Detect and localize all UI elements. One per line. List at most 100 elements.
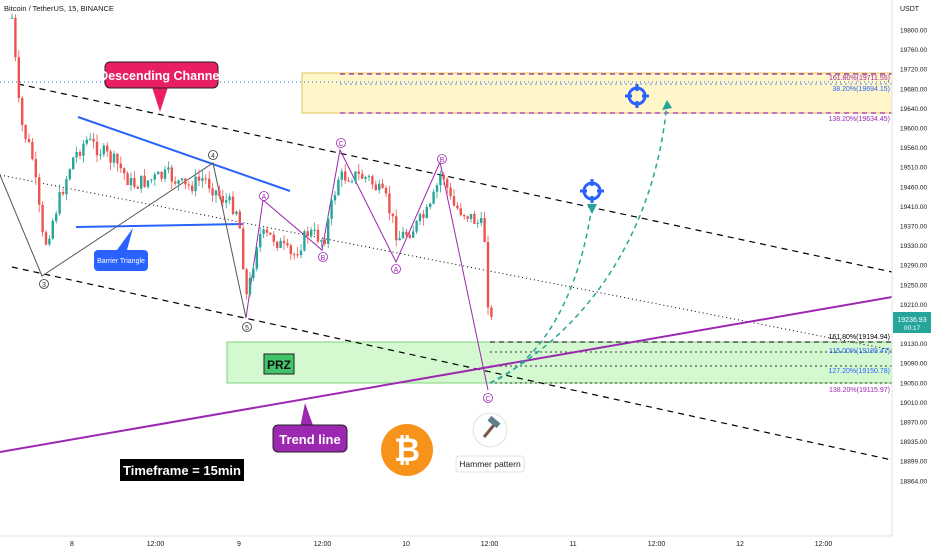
candle [177, 179, 180, 191]
price-tick-label: 19010.00 [900, 400, 927, 407]
candle [279, 237, 282, 249]
prz-zone [226, 341, 893, 384]
price-tick-label: 19250.00 [900, 282, 927, 289]
price-axis-ticks: 19800.00 19760.00 19720.00 19680.00 19640.00… [900, 28, 927, 486]
candle [354, 171, 357, 185]
candle [469, 213, 473, 223]
descending-channel-callout: Descending Channel [99, 61, 223, 112]
candle [146, 180, 150, 190]
time-tick-label: 12:00 [815, 541, 833, 548]
price-axis-bg[interactable] [892, 0, 932, 550]
candle [432, 189, 435, 205]
candle [364, 175, 367, 183]
candle [170, 164, 173, 190]
candle [157, 170, 160, 175]
candle [51, 218, 54, 240]
svg-text:B: B [321, 255, 326, 262]
candle [119, 156, 122, 174]
candle [153, 171, 156, 186]
candle [21, 95, 24, 132]
candle [357, 163, 360, 181]
candle [313, 222, 316, 235]
candle [439, 170, 442, 193]
candle [337, 176, 340, 196]
candle [17, 50, 20, 103]
candle [323, 235, 326, 247]
candle [187, 181, 190, 190]
wave-label-a1: A [259, 191, 269, 201]
candle [242, 224, 245, 270]
candle [310, 227, 313, 239]
candle [180, 177, 184, 182]
candle [350, 178, 354, 184]
candle [476, 219, 479, 229]
candle [214, 189, 218, 204]
candle [55, 210, 58, 224]
candle [235, 210, 238, 216]
candle [384, 185, 388, 197]
time-tick-label: 12:00 [314, 541, 332, 548]
candle [333, 190, 337, 205]
price-tick-label: 18899.00 [900, 459, 927, 466]
candle [133, 171, 136, 189]
candle [330, 197, 333, 226]
candle [282, 235, 286, 250]
candle [449, 182, 452, 200]
candle [422, 209, 425, 226]
svg-text:19236.93: 19236.93 [897, 317, 926, 324]
fib-label-upper-3: 138.20%(19634.45) [829, 116, 891, 123]
candle [490, 305, 493, 321]
time-tick-label: 11 [569, 541, 576, 548]
price-tick-label: 19370.00 [900, 224, 927, 231]
price-tick-label: 19600.00 [900, 126, 927, 133]
candle [68, 168, 71, 181]
elliott-wave-path [0, 162, 247, 319]
fib-label-prz-3: 127.20%(19150.78) [829, 368, 891, 375]
price-tick-label: 19680.00 [900, 86, 927, 93]
price-tick-label: 18970.00 [900, 420, 927, 427]
candle [95, 134, 99, 163]
candle [129, 172, 133, 191]
candle [72, 156, 75, 170]
candle [435, 182, 439, 199]
time-tick-label: 10 [402, 541, 410, 548]
hammer-pattern-marker: Hammer pattern [455, 412, 525, 473]
candle [44, 229, 48, 246]
candle [374, 180, 377, 191]
candle [65, 175, 68, 201]
candle [395, 209, 398, 247]
svg-text:A: A [262, 194, 267, 201]
candle [398, 230, 401, 241]
price-tick-label: 19560.00 [900, 145, 927, 152]
candle [58, 184, 61, 216]
fib-label-upper-2: 38.20%(19694.15) [832, 86, 890, 93]
price-tick-label: 19510.00 [900, 165, 927, 172]
candle [269, 232, 272, 236]
crosshair-target-icon [580, 179, 604, 203]
price-tick-label: 19460.00 [900, 184, 927, 191]
candle [184, 178, 187, 190]
fib-label-upper-1: 161.80%(19711.55) [829, 75, 890, 82]
triangle-upper-line [77, 116, 291, 192]
candle [276, 240, 279, 252]
candle [299, 244, 303, 259]
candle [248, 272, 252, 297]
candle [221, 189, 224, 207]
candle [388, 185, 391, 221]
candle [34, 151, 37, 186]
candle [136, 185, 139, 189]
wave-label-b1: B [318, 252, 328, 262]
candle [367, 174, 371, 182]
symbol-header: Bitcoin / TetherUS, 15, BINANCE [4, 4, 114, 13]
candle [486, 235, 490, 315]
time-tick-label: 12 [736, 541, 744, 548]
price-tick-label: 19290.00 [900, 263, 927, 270]
svg-text:Descending Channel: Descending Channel [99, 69, 223, 83]
candle [150, 178, 153, 184]
candle [306, 226, 309, 244]
candle [82, 140, 85, 163]
candle [418, 212, 422, 225]
projection-arrow-2 [662, 100, 672, 110]
